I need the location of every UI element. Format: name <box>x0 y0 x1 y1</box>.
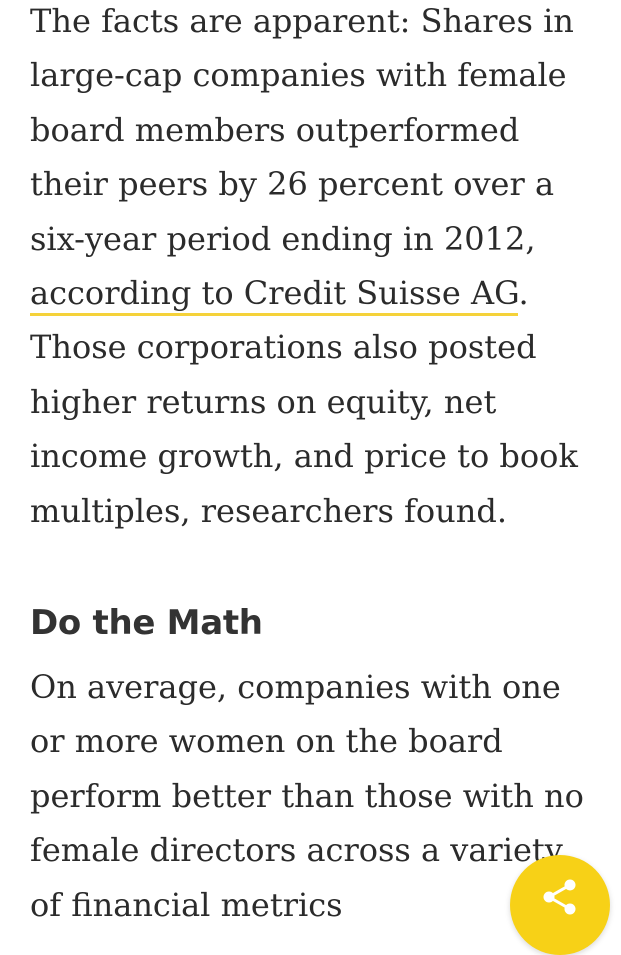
section-heading: Do the Math <box>30 603 263 643</box>
text-line: or more women on the board <box>30 722 503 761</box>
share-icon <box>543 879 576 915</box>
text-line: six-year period ending in 2012, <box>30 219 536 258</box>
text-line: perform better than those with no <box>30 776 584 815</box>
text-line: The facts are apparent: Shares in <box>30 2 574 40</box>
text-line: Those corporations also posted <box>30 328 537 367</box>
text-line: their peers by 26 percent over a <box>30 165 555 204</box>
article-paragraph: The facts are apparent: Shares in large-… <box>30 0 578 538</box>
period-text: . <box>518 273 529 312</box>
credit-suisse-link[interactable]: according to Credit Suisse AG <box>30 273 519 316</box>
text-line: higher returns on equity, net <box>30 382 497 421</box>
text-line: large-cap companies with female <box>30 56 567 95</box>
share-button[interactable] <box>510 855 610 955</box>
text-line: income growth, and price to book <box>30 437 578 476</box>
text-line: multiples, researchers found. <box>30 491 508 530</box>
text-line: board members outperformed <box>30 110 520 149</box>
text-line: On average, companies with one <box>30 668 561 706</box>
text-line: female directors across a variety <box>30 831 563 870</box>
text-line-with-link: according to Credit Suisse AG. <box>30 266 578 320</box>
text-line: of financial metrics <box>30 885 343 924</box>
article-paragraph: On average, companies with one or more w… <box>30 660 584 932</box>
